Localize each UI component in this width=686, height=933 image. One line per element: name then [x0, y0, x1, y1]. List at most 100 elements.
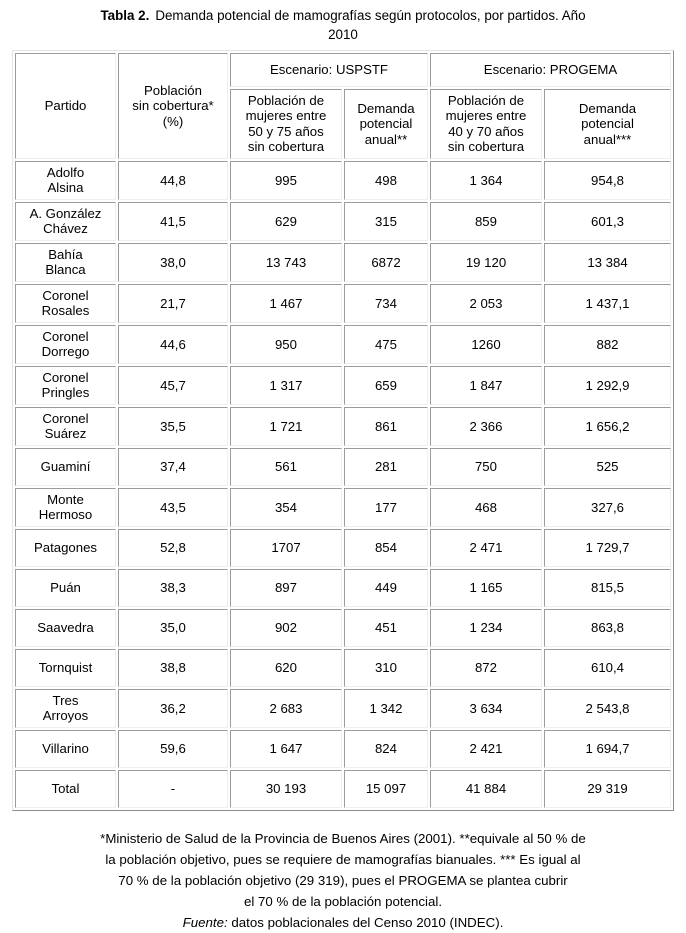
- cell-uspstf-demanda: 659: [343, 365, 428, 405]
- cell-partido: Patagones: [14, 528, 116, 567]
- table-row: A. González Chávez 41,5 629 315 859 601,…: [14, 201, 671, 241]
- cell-progema-demanda: 882: [543, 324, 671, 364]
- cell-progema-poblacion: 2 053: [429, 283, 542, 323]
- cell-uspstf-poblacion: 902: [229, 608, 342, 647]
- cell-partido: Bahía Blanca: [14, 242, 116, 282]
- cell-uspstf-poblacion: 561: [229, 447, 342, 486]
- cell-uspstf-demanda: 824: [343, 729, 428, 768]
- table-title-text: Demanda potencial de mamografías según p…: [155, 8, 586, 43]
- cell-partido: Guaminí: [14, 447, 116, 486]
- source-label: Fuente:: [182, 914, 228, 930]
- cell-progema-poblacion: 2 421: [429, 729, 542, 768]
- cell-progema-poblacion: 750: [429, 447, 542, 486]
- cell-progema-demanda: 2 543,8: [543, 688, 671, 728]
- cell-uspstf-poblacion: 897: [229, 568, 342, 607]
- cell-uspstf-demanda: 177: [343, 487, 428, 527]
- cell-partido: Puán: [14, 568, 116, 607]
- cell-uspstf-demanda: 315: [343, 201, 428, 241]
- cell-uspstf-demanda: 1 342: [343, 688, 428, 728]
- cell-sin-cobertura: 38,3: [117, 568, 228, 607]
- cell-sin-cobertura: 36,2: [117, 688, 228, 728]
- cell-uspstf-poblacion: 13 743: [229, 242, 342, 282]
- cell-progema-demanda: 1 656,2: [543, 406, 671, 446]
- cell-partido: Villarino: [14, 729, 116, 768]
- cell-sin-cobertura: 52,8: [117, 528, 228, 567]
- table-row: Puán 38,3 897 449 1 165 815,5: [14, 568, 671, 607]
- cell-progema-poblacion: 1 165: [429, 568, 542, 607]
- cell-uspstf-poblacion: 1 721: [229, 406, 342, 446]
- cell-sin-cobertura: 41,5: [117, 201, 228, 241]
- cell-uspstf-demanda: 854: [343, 528, 428, 567]
- cell-uspstf-poblacion: 629: [229, 201, 342, 241]
- cell-sin-cobertura: 44,6: [117, 324, 228, 364]
- cell-progema-demanda: 525: [543, 447, 671, 486]
- header-progema-poblacion: Población de mujeres entre 40 y 70 años …: [429, 88, 542, 159]
- cell-uspstf-demanda: 6872: [343, 242, 428, 282]
- cell-partido: Tornquist: [14, 648, 116, 687]
- header-progema-demanda: Demanda potencial anual***: [543, 88, 671, 159]
- table-row: Adolfo Alsina 44,8 995 498 1 364 954,8: [14, 160, 671, 200]
- header-group-progema: Escenario: PROGEMA: [429, 52, 671, 87]
- cell-progema-demanda: 1 437,1: [543, 283, 671, 323]
- cell-progema-poblacion: 2 366: [429, 406, 542, 446]
- table-row: Patagones 52,8 1707 854 2 471 1 729,7: [14, 528, 671, 567]
- cell-uspstf-poblacion: 354: [229, 487, 342, 527]
- table-row: Bahía Blanca 38,0 13 743 6872 19 120 13 …: [14, 242, 671, 282]
- demand-table: Partido Población sin cobertura* (%) Esc…: [11, 49, 674, 811]
- cell-progema-demanda: 327,6: [543, 487, 671, 527]
- table-row: Guaminí 37,4 561 281 750 525: [14, 447, 671, 486]
- cell-partido: Saavedra: [14, 608, 116, 647]
- cell-sin-cobertura: 35,5: [117, 406, 228, 446]
- cell-progema-demanda: 954,8: [543, 160, 671, 200]
- table-row: Saavedra 35,0 902 451 1 234 863,8: [14, 608, 671, 647]
- cell-sin-cobertura: -: [117, 769, 228, 808]
- header-sin-cobertura: Población sin cobertura* (%): [117, 52, 228, 159]
- cell-uspstf-demanda: 310: [343, 648, 428, 687]
- footnote-text: *Ministerio de Salud de la Provincia de …: [100, 830, 586, 909]
- cell-progema-demanda: 863,8: [543, 608, 671, 647]
- cell-progema-poblacion: 1 364: [429, 160, 542, 200]
- cell-uspstf-demanda: 861: [343, 406, 428, 446]
- cell-progema-poblacion: 1 234: [429, 608, 542, 647]
- cell-progema-demanda: 13 384: [543, 242, 671, 282]
- cell-uspstf-poblacion: 620: [229, 648, 342, 687]
- cell-uspstf-poblacion: 30 193: [229, 769, 342, 808]
- table-title-label: Tabla 2.: [100, 8, 150, 23]
- cell-uspstf-poblacion: 2 683: [229, 688, 342, 728]
- cell-uspstf-demanda: 734: [343, 283, 428, 323]
- cell-uspstf-demanda: 281: [343, 447, 428, 486]
- cell-uspstf-demanda: 449: [343, 568, 428, 607]
- table-title: Tabla 2. Demanda potencial de mamografías…: [30, 6, 656, 45]
- cell-progema-poblacion: 3 634: [429, 688, 542, 728]
- cell-sin-cobertura: 44,8: [117, 160, 228, 200]
- source-text: datos poblacionales del Censo 2010 (INDE…: [227, 914, 504, 930]
- cell-progema-poblacion: 872: [429, 648, 542, 687]
- source-line: Fuente: datos poblacionales del Censo 20…: [0, 912, 686, 933]
- header-group-uspstf: Escenario: USPSTF: [229, 52, 428, 87]
- cell-uspstf-demanda: 498: [343, 160, 428, 200]
- cell-uspstf-poblacion: 1 467: [229, 283, 342, 323]
- cell-sin-cobertura: 38,0: [117, 242, 228, 282]
- cell-partido: Coronel Rosales: [14, 283, 116, 323]
- cell-uspstf-poblacion: 995: [229, 160, 342, 200]
- header-row-subcolumns: Población de mujeres entre 50 y 75 años …: [15, 88, 671, 159]
- cell-progema-demanda: 1 729,7: [543, 528, 671, 567]
- cell-partido: A. González Chávez: [14, 201, 116, 241]
- table-row: Coronel Pringles 45,7 1 317 659 1 847 1 …: [14, 365, 671, 405]
- table-row: Villarino 59,6 1 647 824 2 421 1 694,7: [14, 729, 671, 768]
- cell-uspstf-poblacion: 950: [229, 324, 342, 364]
- cell-partido: Tres Arroyos: [14, 688, 116, 728]
- cell-progema-demanda: 815,5: [543, 568, 671, 607]
- cell-sin-cobertura: 45,7: [117, 365, 228, 405]
- cell-sin-cobertura: 43,5: [117, 487, 228, 527]
- cell-partido: Monte Hermoso: [14, 487, 116, 527]
- cell-partido: Coronel Suárez: [14, 406, 116, 446]
- cell-sin-cobertura: 37,4: [117, 447, 228, 486]
- cell-uspstf-poblacion: 1 317: [229, 365, 342, 405]
- cell-progema-demanda: 610,4: [543, 648, 671, 687]
- cell-progema-poblacion: 2 471: [429, 528, 542, 567]
- cell-uspstf-poblacion: 1707: [229, 528, 342, 567]
- cell-uspstf-demanda: 451: [343, 608, 428, 647]
- header-partido: Partido: [14, 52, 116, 159]
